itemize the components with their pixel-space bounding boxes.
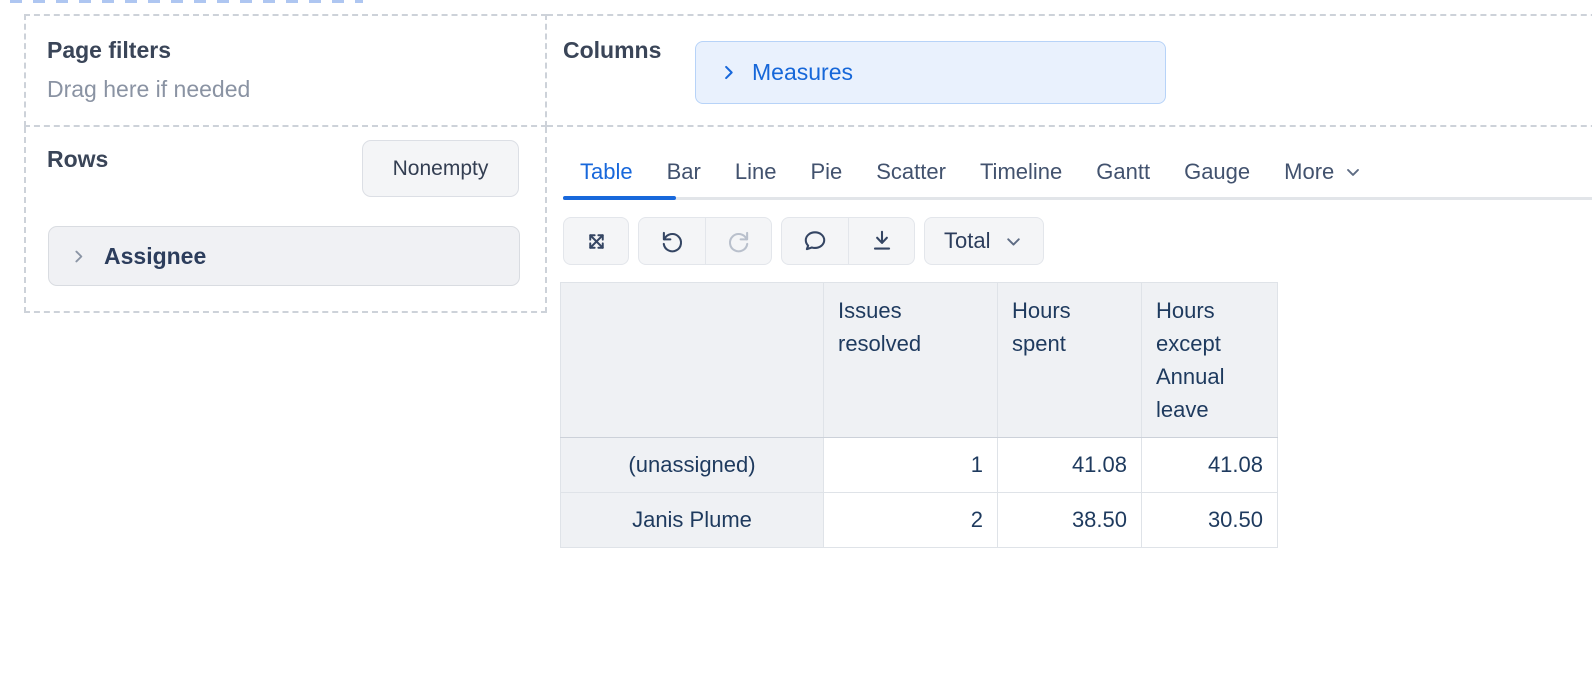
total-label: Total xyxy=(944,228,991,253)
tab-table[interactable]: Table xyxy=(580,159,633,184)
chevron-down-icon xyxy=(1343,162,1363,182)
redo-icon xyxy=(726,228,752,254)
tab-scatter[interactable]: Scatter xyxy=(876,159,946,184)
tab-pie[interactable]: Pie xyxy=(810,159,843,184)
page-filters-drop-zone[interactable]: Page filters Drag here if needed xyxy=(24,14,547,127)
measures-label: Measures xyxy=(752,59,853,85)
pivot-table: Issues resolved Hours spent Hours except… xyxy=(560,282,1278,548)
pages-drop-indicator xyxy=(10,0,363,3)
undo-button[interactable] xyxy=(639,218,705,264)
table-toolbar: Total xyxy=(563,217,1045,265)
undo-redo-group xyxy=(638,217,772,265)
nonempty-label: Nonempty xyxy=(392,156,489,180)
expand-icon xyxy=(584,229,609,254)
columns-title: Columns xyxy=(563,37,662,63)
assignee-label: Assignee xyxy=(104,242,207,269)
redo-button[interactable] xyxy=(705,218,771,264)
page-filters-title: Page filters xyxy=(47,37,171,63)
table-row: Janis Plume 2 38.50 30.50 xyxy=(560,492,1278,548)
comment-download-group xyxy=(781,217,915,265)
chevron-down-icon xyxy=(1003,231,1024,252)
row-header-unassigned[interactable]: (unassigned) xyxy=(560,437,824,493)
comment-button[interactable] xyxy=(782,218,848,264)
cell-value[interactable]: 30.50 xyxy=(1141,492,1278,548)
tab-gantt[interactable]: Gantt xyxy=(1096,159,1151,184)
cell-value[interactable]: 41.08 xyxy=(997,437,1142,493)
download-icon xyxy=(869,228,895,254)
chevron-right-icon xyxy=(719,63,738,82)
row-header-janis-plume[interactable]: Janis Plume xyxy=(560,492,824,548)
chevron-right-icon xyxy=(70,248,87,265)
tab-more[interactable]: More xyxy=(1267,148,1380,196)
tab-line[interactable]: Line xyxy=(734,159,777,184)
comment-icon xyxy=(802,228,828,254)
undo-icon xyxy=(659,228,685,254)
cell-value[interactable]: 38.50 xyxy=(997,492,1142,548)
page-filters-hint: Drag here if needed xyxy=(47,75,251,102)
pivot-header-row: Issues resolved Hours spent Hours except… xyxy=(560,282,1278,438)
rows-member-assignee[interactable]: Assignee xyxy=(48,226,520,286)
expand-button[interactable] xyxy=(563,217,629,265)
download-button[interactable] xyxy=(848,218,914,264)
pivot-corner-cell xyxy=(560,282,824,438)
column-header-hours-except-annual-leave[interactable]: Hours except Annual leave xyxy=(1141,282,1278,438)
columns-drop-zone[interactable]: Columns Measures xyxy=(547,14,1592,127)
cell-value[interactable]: 1 xyxy=(823,437,998,493)
rows-title: Rows xyxy=(47,146,109,172)
columns-member-measures[interactable]: Measures xyxy=(695,41,1166,104)
total-dropdown-button[interactable]: Total xyxy=(924,217,1045,265)
view-tabs: Table Bar Line Pie Scatter Timeline Gant… xyxy=(563,148,1380,196)
tab-timeline[interactable]: Timeline xyxy=(979,159,1063,184)
tab-gauge[interactable]: Gauge xyxy=(1184,159,1251,184)
tab-bar[interactable]: Bar xyxy=(666,159,701,184)
cell-value[interactable]: 2 xyxy=(823,492,998,548)
nonempty-button[interactable]: Nonempty xyxy=(362,140,519,197)
active-tab-indicator xyxy=(563,196,676,200)
column-header-hours-spent[interactable]: Hours spent xyxy=(997,282,1142,438)
table-row: (unassigned) 1 41.08 41.08 xyxy=(560,437,1278,493)
rows-drop-zone[interactable]: Rows Nonempty Assignee xyxy=(24,127,547,313)
column-header-issues-resolved[interactable]: Issues resolved xyxy=(823,282,998,438)
tabs-underline xyxy=(563,197,1592,200)
cell-value[interactable]: 41.08 xyxy=(1141,437,1278,493)
